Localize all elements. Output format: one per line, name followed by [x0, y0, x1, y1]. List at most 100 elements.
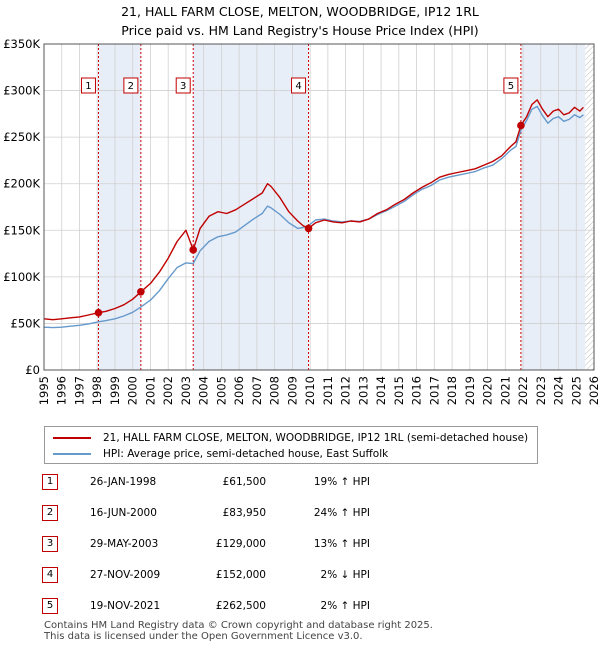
- attribution-line-2: This data is licensed under the Open Gov…: [44, 631, 363, 642]
- sale-row: 4 27-NOV-2009 £152,000 2% ↓ HPI: [0, 565, 600, 585]
- sale-point: [517, 121, 525, 130]
- x-tick-label: 1995: [37, 376, 51, 405]
- title-line-1: 21, HALL FARM CLOSE, MELTON, WOODBRIDGE,…: [121, 4, 479, 19]
- legend-item-hpi: HPI: Average price, semi-detached house,…: [53, 446, 388, 462]
- sale-hpi-change: 2% ↑ HPI: [320, 600, 370, 612]
- x-tick-label: 2005: [214, 376, 228, 405]
- sale-label: 3: [180, 81, 186, 92]
- property-price-line: [43, 99, 584, 321]
- y-tick-label: £250K: [3, 130, 40, 144]
- sale-point: [304, 224, 313, 233]
- sale-label-box: [503, 77, 519, 94]
- sale-date: 29-MAY-2003: [90, 538, 159, 550]
- sale-label: 5: [508, 81, 514, 92]
- x-tick-label: 2007: [250, 376, 264, 405]
- y-tick-label: £200K: [3, 177, 40, 191]
- x-tick-label: 2012: [339, 376, 353, 405]
- x-tick-label: 2002: [161, 376, 175, 405]
- sale-price: £129,000: [215, 538, 266, 550]
- legend-item-property: 21, HALL FARM CLOSE, MELTON, WOODBRIDGE,…: [53, 430, 528, 446]
- x-tick-label: 2018: [445, 376, 459, 405]
- attribution-line-1: Contains HM Land Registry data © Crown c…: [44, 620, 433, 631]
- sale-date: 19-NOV-2021: [90, 600, 161, 612]
- price-chart: 1 2 3 4 5 £0 £50K £100K £150K £200K £250K £300K £35…: [3, 37, 600, 405]
- sale-label-box: [123, 77, 139, 94]
- sale-marker: 1: [42, 474, 58, 490]
- sale-label-box: [80, 77, 96, 94]
- sale-marker: 3: [42, 536, 58, 552]
- legend-label-hpi: HPI: Average price, semi-detached house,…: [103, 448, 389, 460]
- sale-point: [94, 308, 103, 317]
- x-tick-label: 2019: [463, 376, 477, 405]
- x-tick-label: 2026: [587, 376, 600, 405]
- sale-marker: 2: [42, 505, 58, 521]
- ownership-period-shade: [520, 44, 586, 370]
- sale-label: 2: [128, 81, 134, 92]
- sale-label: 4: [295, 81, 301, 92]
- x-tick-label: 2017: [427, 376, 441, 405]
- x-tick-label: 2006: [232, 376, 246, 405]
- y-tick-label: £150K: [3, 223, 40, 237]
- x-tick-label: 1999: [108, 376, 122, 405]
- plot-frame: [43, 43, 595, 371]
- sale-label: 1: [85, 81, 91, 92]
- sale-hpi-change: 13% ↑ HPI: [313, 538, 370, 550]
- x-tick-label: 2003: [179, 376, 193, 405]
- x-tick-label: 1998: [90, 376, 104, 405]
- x-tick-label: 1997: [72, 376, 86, 405]
- x-tick-label: 2022: [516, 376, 530, 405]
- legend-swatch-property: [53, 437, 91, 439]
- x-tick-label: 2010: [303, 376, 317, 405]
- sale-price: £152,000: [215, 569, 266, 581]
- sale-marker: 5: [42, 598, 58, 614]
- sale-row: 3 29-MAY-2003 £129,000 13% ↑ HPI: [0, 534, 600, 554]
- sale-date: 27-NOV-2009: [90, 569, 161, 581]
- x-tick-label: 2008: [268, 376, 282, 405]
- sale-hpi-change: 2% ↓ HPI: [320, 569, 370, 581]
- sale-marker: 4: [42, 567, 58, 583]
- x-tick-label: 2025: [569, 376, 583, 405]
- sale-price: £262,500: [215, 600, 266, 612]
- x-tick-label: 2016: [410, 376, 424, 405]
- title-line-2: Price paid vs. HM Land Registry's House …: [121, 23, 479, 38]
- ownership-period-shade: [98, 44, 141, 370]
- x-tick-label: 2020: [481, 376, 495, 405]
- y-tick-label: £300K: [3, 84, 40, 98]
- x-tick-label: 2001: [143, 376, 157, 405]
- legend-label-property: 21, HALL FARM CLOSE, MELTON, WOODBRIDGE,…: [103, 432, 529, 444]
- chart-legend: 21, HALL FARM CLOSE, MELTON, WOODBRIDGE,…: [44, 426, 538, 464]
- sale-label-box: [291, 77, 307, 94]
- sale-row: 1 26-JAN-1998 £61,500 19% ↑ HPI: [0, 472, 600, 492]
- x-tick-label: 1996: [55, 376, 69, 405]
- sale-hpi-change: 24% ↑ HPI: [313, 507, 370, 519]
- attribution: Contains HM Land Registry data © Crown c…: [44, 620, 433, 642]
- sale-hpi-change: 19% ↑ HPI: [313, 476, 370, 488]
- forecast-hatch-region: [585, 44, 594, 370]
- sale-point: [137, 288, 145, 296]
- sale-label-box: [175, 77, 191, 94]
- x-tick-label: 2021: [498, 376, 512, 405]
- legend-swatch-hpi: [53, 453, 91, 455]
- y-tick-label: £100K: [3, 270, 40, 284]
- x-tick-label: 2000: [126, 376, 140, 405]
- sale-row: 2 16-JUN-2000 £83,950 24% ↑ HPI: [0, 503, 600, 523]
- sale-date: 26-JAN-1998: [90, 476, 157, 488]
- x-tick-label: 2015: [392, 376, 406, 405]
- chart-title: 21, HALL FARM CLOSE, MELTON, WOODBRIDGE,…: [0, 2, 600, 40]
- sale-date: 16-JUN-2000: [90, 507, 157, 519]
- sale-point: [189, 246, 198, 254]
- y-tick-label: £50K: [11, 316, 41, 330]
- x-tick-label: 2024: [552, 376, 566, 405]
- sale-price: £61,500: [222, 476, 266, 488]
- y-tick-label: £350K: [3, 37, 40, 51]
- x-tick-label: 2023: [534, 376, 548, 405]
- x-tick-label: 2011: [321, 376, 335, 405]
- y-tick-label: £0: [25, 363, 40, 377]
- sale-price: £83,950: [222, 507, 266, 519]
- x-tick-label: 2004: [197, 376, 211, 405]
- ownership-period-shade: [193, 44, 309, 370]
- x-tick-label: 2009: [285, 376, 299, 405]
- x-tick-label: 2014: [374, 376, 388, 405]
- x-tick-label: 2013: [356, 376, 370, 405]
- sale-row: 5 19-NOV-2021 £262,500 2% ↑ HPI: [0, 596, 600, 616]
